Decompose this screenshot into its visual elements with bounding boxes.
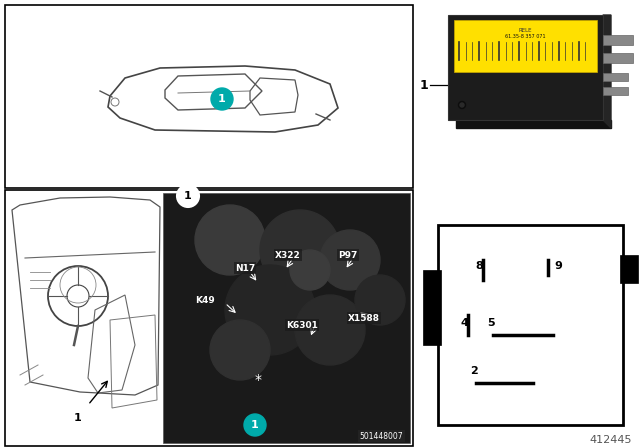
Text: 1: 1: [184, 191, 192, 201]
Circle shape: [68, 408, 88, 428]
Bar: [163, 193, 410, 443]
Text: K49: K49: [195, 296, 215, 305]
Text: K6301: K6301: [286, 320, 318, 329]
Polygon shape: [603, 15, 611, 128]
Text: X1588: X1588: [348, 314, 380, 323]
Text: RELE: RELE: [519, 27, 532, 33]
Bar: [448, 15, 603, 120]
Text: 2: 2: [470, 366, 478, 376]
Circle shape: [295, 295, 365, 365]
Text: 1: 1: [420, 78, 428, 91]
Circle shape: [244, 414, 266, 436]
Bar: [5, 190, 413, 446]
Text: 4: 4: [460, 318, 468, 328]
Bar: [603, 35, 633, 45]
Circle shape: [177, 185, 199, 207]
Text: X322: X322: [275, 250, 301, 259]
Polygon shape: [456, 120, 611, 128]
Circle shape: [355, 275, 405, 325]
Circle shape: [210, 320, 270, 380]
Bar: [603, 73, 628, 81]
Text: 9: 9: [554, 261, 562, 271]
Circle shape: [195, 205, 265, 275]
Bar: [603, 53, 633, 63]
Text: 1: 1: [218, 94, 226, 104]
Circle shape: [225, 265, 315, 355]
Bar: [5, 5, 413, 188]
Text: 1: 1: [251, 420, 259, 430]
Text: 412445: 412445: [589, 435, 632, 445]
Bar: [454, 20, 597, 72]
Circle shape: [260, 210, 340, 290]
Text: 5: 5: [487, 318, 495, 328]
Text: 1: 1: [74, 413, 82, 423]
Circle shape: [460, 103, 464, 107]
Bar: [620, 255, 638, 283]
Text: 61.35-8 357 071: 61.35-8 357 071: [505, 34, 546, 39]
Text: 501448007: 501448007: [360, 431, 403, 440]
Text: *: *: [255, 373, 262, 387]
Text: 8: 8: [476, 261, 483, 271]
Circle shape: [320, 230, 380, 290]
Text: N17: N17: [235, 263, 255, 272]
Text: P97: P97: [339, 250, 358, 259]
Circle shape: [290, 250, 330, 290]
Bar: [438, 225, 623, 425]
Bar: [603, 87, 628, 95]
Bar: [423, 270, 441, 345]
Circle shape: [211, 88, 233, 110]
Circle shape: [458, 102, 465, 108]
